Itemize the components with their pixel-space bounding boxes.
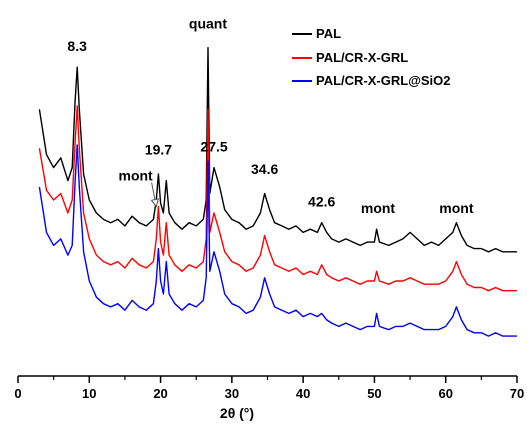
peak-annotation: mont (119, 168, 154, 184)
x-tick-label: 10 (82, 386, 96, 401)
legend-label-pal-cr-x-grl-sio2: PAL/CR-X-GRL@SiO2 (316, 73, 451, 88)
x-tick-label: 40 (296, 386, 310, 401)
series-line-pal (38, 47, 517, 253)
legend-label-pal-cr-x-grl: PAL/CR-X-GRL (316, 50, 408, 65)
x-tick-label: 60 (438, 386, 452, 401)
x-tick-label: 70 (510, 386, 524, 401)
peak-annotation: 19.7 (145, 142, 172, 158)
legend-item-pal: PAL (292, 26, 341, 41)
peak-annotation: 42.6 (308, 193, 335, 209)
legend-item-pal-cr-x-grl-sio2: PAL/CR-X-GRL@SiO2 (292, 73, 451, 88)
legend-label-pal: PAL (316, 26, 341, 41)
peak-annotation: mont (439, 200, 474, 216)
x-axis: 0 10 20 30 40 50 60 70 2θ (°) (14, 375, 524, 421)
series-line-pal-cr-x-grl-sio2 (38, 144, 517, 337)
x-axis-label: 2θ (°) (220, 405, 254, 421)
x-tick-label: 50 (367, 386, 381, 401)
legend-item-pal-cr-x-grl: PAL/CR-X-GRL (292, 50, 408, 65)
legend: PAL PAL/CR-X-GRL PAL/CR-X-GRL@SiO2 (292, 26, 451, 88)
plot-area (38, 47, 517, 337)
peak-annotation: quant (189, 15, 227, 31)
x-ticks: 0 10 20 30 40 50 60 70 (14, 376, 524, 401)
peak-annotation: 8.3 (67, 38, 87, 54)
peak-annotation: 34.6 (251, 161, 278, 177)
x-tick-label: 0 (14, 386, 21, 401)
x-tick-label: 20 (153, 386, 167, 401)
annotations: 8.3 quant 19.7 27.5 34.6 42.6 mont mont mont (67, 15, 473, 216)
x-tick-label: 30 (225, 386, 239, 401)
series-line-pal-cr-x-grl (38, 105, 517, 292)
peak-annotation: 27.5 (200, 138, 227, 154)
annotation-arrow-head (150, 198, 160, 208)
peak-annotation: mont (361, 200, 396, 216)
